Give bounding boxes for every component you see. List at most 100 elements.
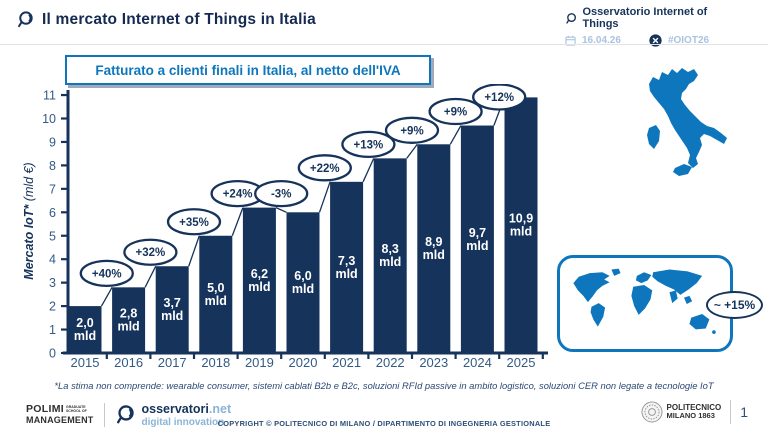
bar-2015 <box>68 306 102 353</box>
x-category-label: 2018 <box>201 355 230 370</box>
growth-bubble <box>79 259 134 287</box>
osservatori-logo: osservatori.net digital innovation <box>115 401 231 428</box>
growth-connector-line <box>188 235 200 267</box>
footer-divider <box>730 400 732 424</box>
bar-value-label: 8,3 mld <box>379 242 401 269</box>
bar-2020 <box>286 212 320 353</box>
growth-bubble-label: -3% <box>271 189 291 201</box>
x-category-label: 2015 <box>71 355 100 370</box>
growth-bubble <box>297 154 352 182</box>
world-map-icon <box>573 268 716 334</box>
polimi-logo: POLIMI GRADUATE SCHOOL OF MANAGEMENT <box>26 403 94 426</box>
footer-divider <box>103 402 105 427</box>
bar-value-label: 9,7 mld <box>466 226 488 253</box>
growth-bubble <box>254 179 309 208</box>
chart-title: Fatturato a clienti finali in Italia, al… <box>65 55 431 85</box>
world-growth-badge: ~ +15% <box>706 291 763 319</box>
growth-connector-line <box>231 207 244 236</box>
growth-bubble <box>341 130 396 159</box>
growth-bubble-label: +9% <box>444 107 467 119</box>
y-tick-label: 2 <box>49 300 56 314</box>
bar-2023 <box>417 144 451 353</box>
bar-value-label: 10,9 mld <box>509 212 533 239</box>
y-tick-label: 9 <box>49 135 56 149</box>
bar-2016 <box>112 287 146 353</box>
calendar-icon <box>565 35 576 46</box>
y-tick-label: 8 <box>49 159 56 173</box>
event-hashtag: #OIOT26 <box>667 35 710 46</box>
growth-bubble-label: +24% <box>223 189 253 201</box>
osservatori-magnifier-icon <box>116 405 134 424</box>
copyright-line: COPYRIGHT © POLITECNICO DI MILANO / DIPA… <box>217 419 551 428</box>
politecnico-seal-icon <box>641 401 663 423</box>
observatory-name: Osservatorio Internet of Things <box>582 6 708 30</box>
observatory-magnifier-icon <box>566 12 576 24</box>
bar-2017 <box>155 266 189 353</box>
italy-map-icon <box>636 56 730 183</box>
growth-connector-line <box>362 158 375 183</box>
bar-value-label: 2,8 mld <box>117 307 139 334</box>
growth-bubble-label: +13% <box>354 139 384 151</box>
growth-connector-line <box>449 125 462 145</box>
x-category-label: 2021 <box>332 355 361 370</box>
growth-connector-line <box>144 265 157 288</box>
y-tick-label: 5 <box>49 229 56 243</box>
y-tick-label: 11 <box>43 89 56 103</box>
politecnico-logo: POLITECNICO MILANO 1863 <box>641 401 721 423</box>
x-category-label: 2025 <box>507 355 536 370</box>
x-category-label: 2016 <box>114 355 143 370</box>
y-tick-label: 4 <box>49 253 56 267</box>
osservatori-magnifier-icon <box>18 11 33 28</box>
growth-bubble <box>384 116 440 144</box>
bar-value-label: 2,0 mld <box>74 316 96 343</box>
growth-bubble-label: +22% <box>310 163 340 175</box>
x-category-label: 2017 <box>158 355 187 370</box>
page-title: Il mercato Internet of Things in Italia <box>42 10 316 28</box>
x-category-label: 2019 <box>245 355 274 370</box>
growth-bubble <box>123 238 178 266</box>
bar-2019 <box>242 207 276 353</box>
growth-bubble-label: +12% <box>484 92 514 104</box>
y-tick-label: 0 <box>49 347 56 361</box>
event-date: 16.04.26 <box>582 35 621 46</box>
footnote: *La stima non comprende: wearable consum… <box>54 380 714 391</box>
growth-connector-line <box>275 207 287 213</box>
bar-value-label: 5,0 mld <box>205 281 227 308</box>
bar-2018 <box>199 235 233 353</box>
x-category-label: 2022 <box>376 355 405 370</box>
y-tick-label: 7 <box>49 182 56 196</box>
growth-bubble <box>472 84 527 111</box>
bar-2025 <box>504 97 538 353</box>
y-tick-label: 1 <box>49 323 56 337</box>
growth-connector-line <box>100 287 113 307</box>
growth-bubble-label: +9% <box>400 125 423 137</box>
growth-bubble-label: +35% <box>179 217 209 229</box>
y-tick-label: 10 <box>42 112 56 126</box>
bar-2024 <box>460 125 494 353</box>
x-category-label: 2024 <box>463 355 492 370</box>
header: Il mercato Internet of Things in Italia … <box>0 0 768 47</box>
growth-connector-line <box>318 181 331 213</box>
bar-value-label: 6,2 mld <box>248 267 270 294</box>
growth-connector-line <box>406 143 418 159</box>
bar-value-label: 7,3 mld <box>335 254 357 281</box>
growth-bubble-label: +32% <box>136 247 166 259</box>
x-category-label: 2023 <box>419 355 448 370</box>
bar-value-label: 8,9 mld <box>423 235 445 262</box>
header-divider <box>0 44 768 45</box>
y-tick-label: 3 <box>49 276 56 290</box>
page-number: 1 <box>740 404 748 420</box>
bar-chart: 0 1 2 3 4 5 6 7 8 9 10 11 2,0 mld 2015 2,8 mld 2016 3,7 mld… <box>42 84 548 370</box>
world-map-panel <box>557 255 733 352</box>
growth-bubble <box>428 97 483 126</box>
bar-value-label: 3,7 mld <box>161 296 183 323</box>
bar-2022 <box>373 158 407 353</box>
bar-value-label: 6,0 mld <box>292 269 314 296</box>
x-social-icon <box>649 34 662 47</box>
growth-bubble-label: +40% <box>92 268 122 280</box>
growth-bubble <box>166 208 222 236</box>
x-category-label: 2020 <box>289 355 318 370</box>
y-tick-label: 6 <box>49 206 56 220</box>
bar-2021 <box>330 181 364 353</box>
